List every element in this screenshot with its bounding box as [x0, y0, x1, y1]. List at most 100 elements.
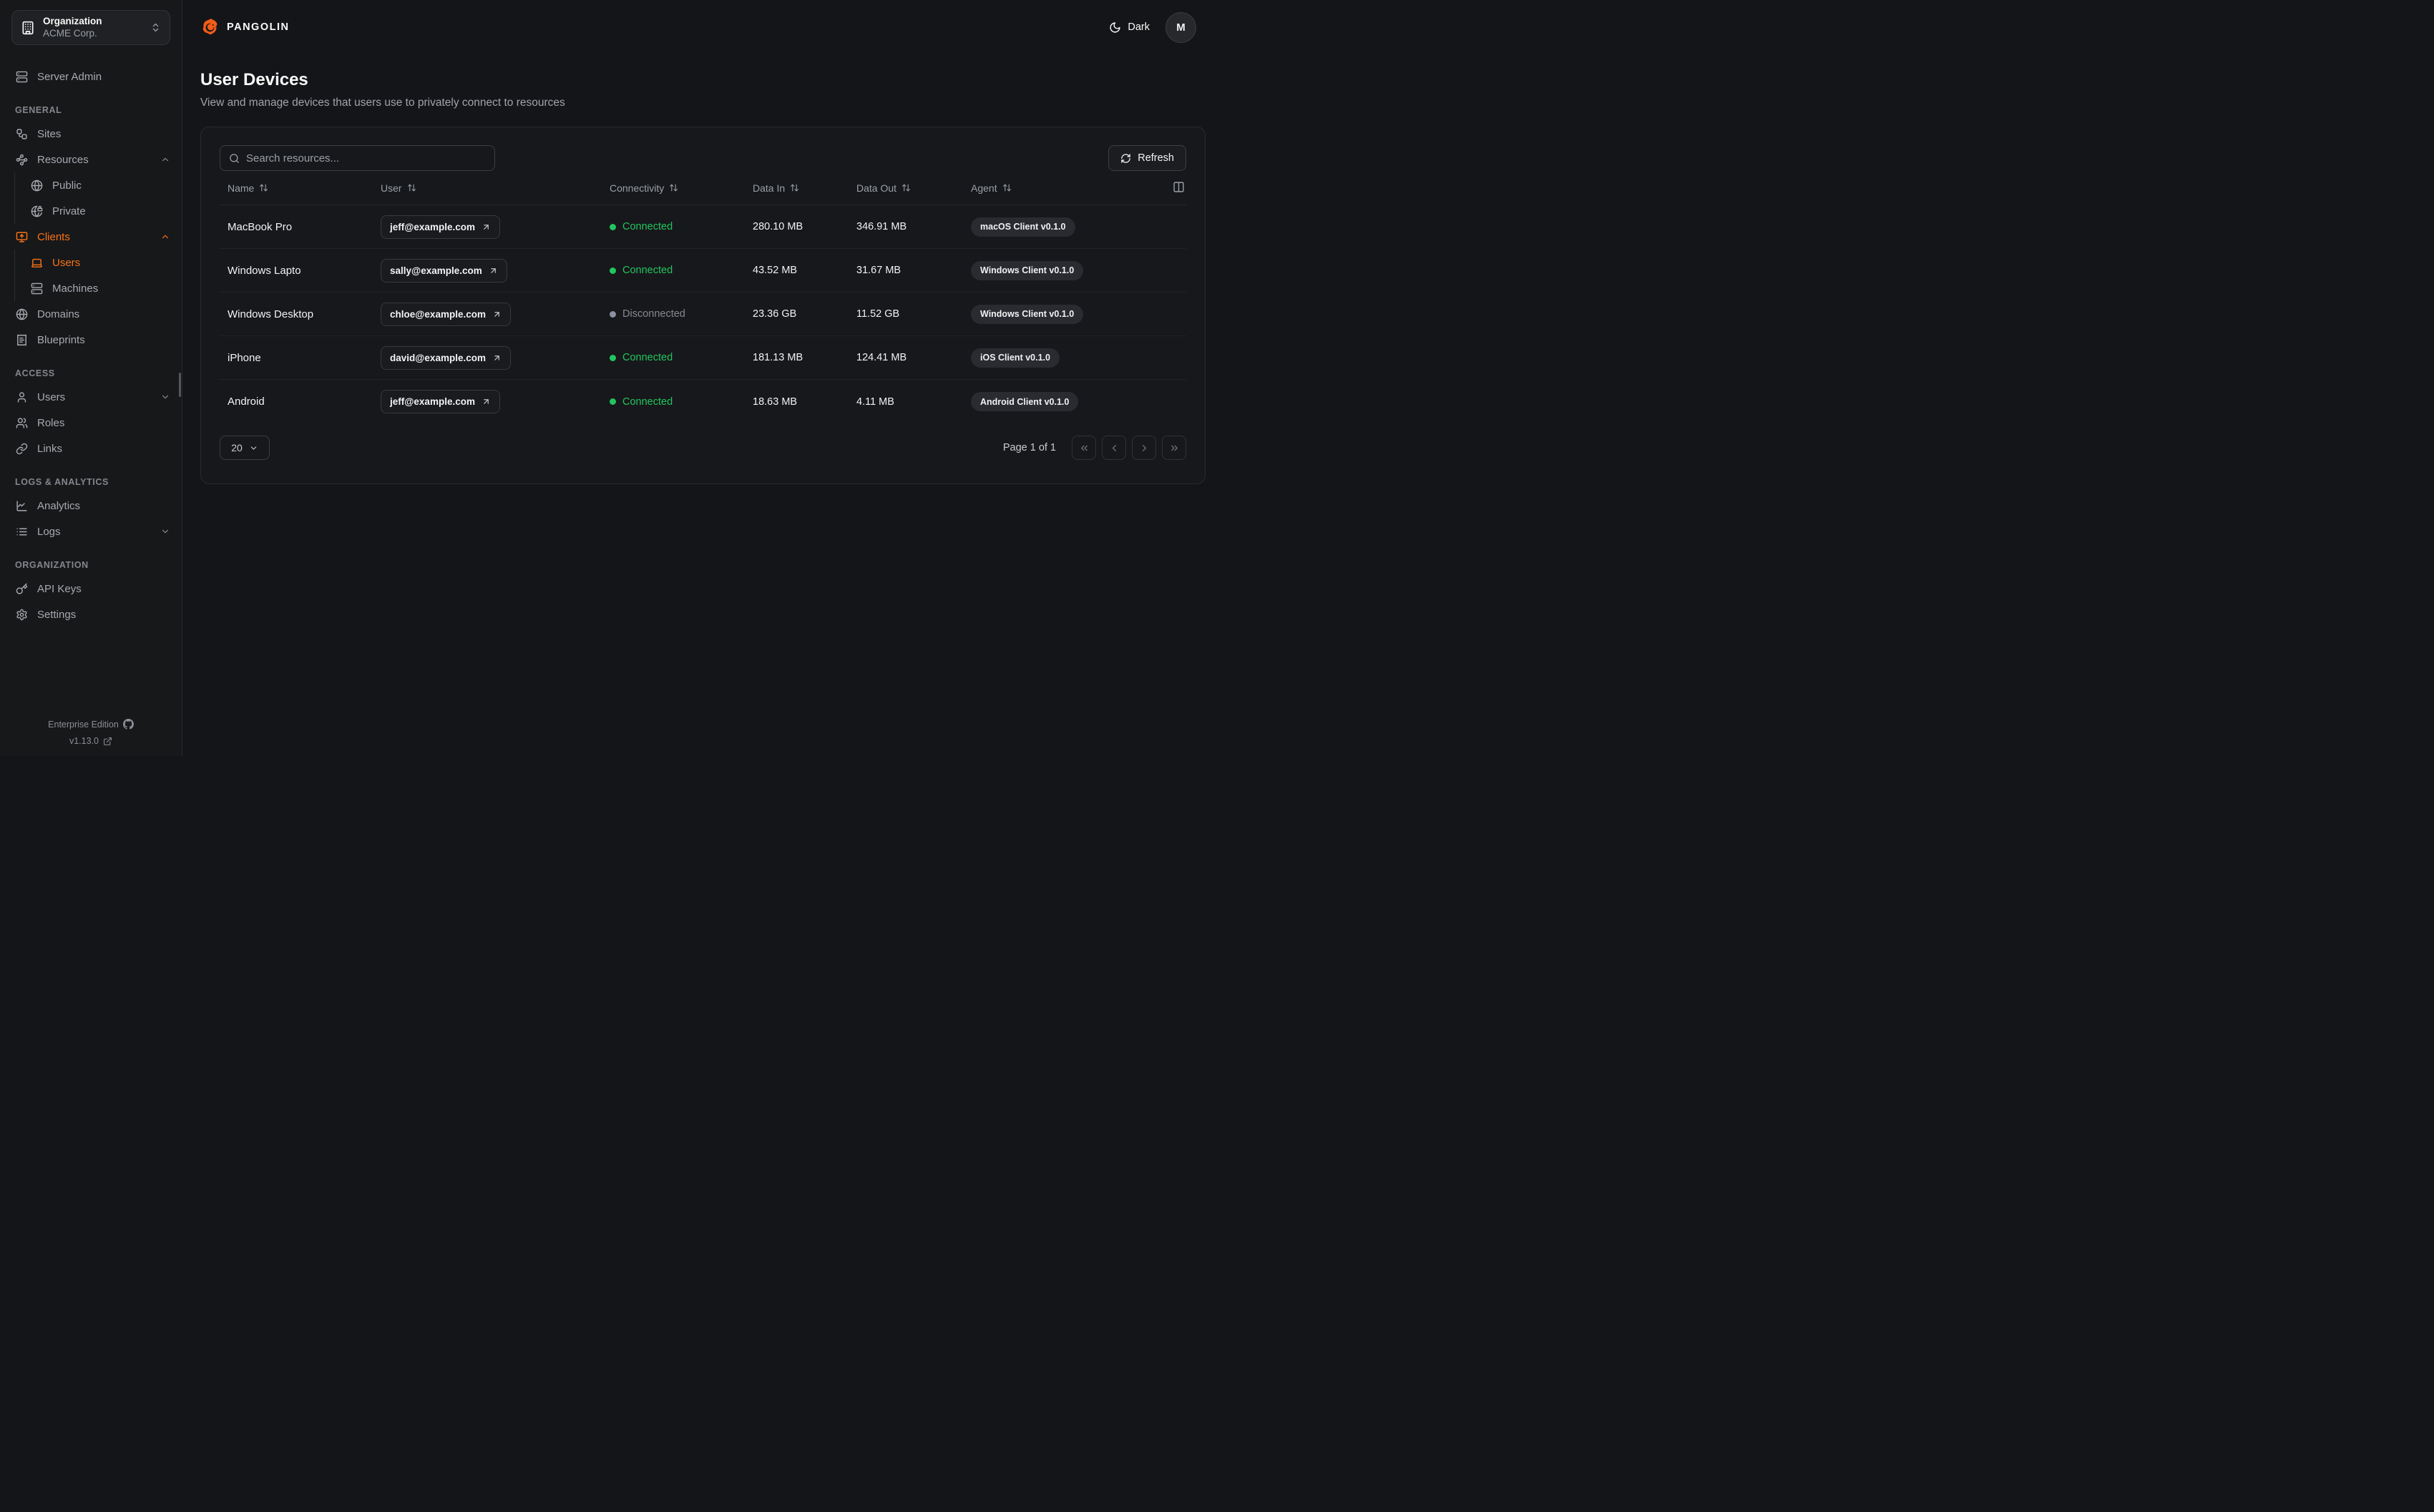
table-row: iPhone david@example.com Connected 181.1…: [220, 336, 1186, 380]
user-email: jeff@example.com: [390, 221, 475, 232]
chevron-down-icon: [160, 392, 170, 402]
data-out-value: 4.11 MB: [856, 396, 894, 408]
column-header-user[interactable]: User: [381, 182, 610, 194]
column-header-name[interactable]: Name: [220, 182, 381, 194]
sidebar-item-public[interactable]: Public: [15, 172, 182, 198]
refresh-button[interactable]: Refresh: [1108, 145, 1186, 171]
sidebar-item-client-users[interactable]: Users: [15, 250, 182, 275]
theme-label: Dark: [1128, 21, 1150, 33]
table-row: Android jeff@example.com Connected 18.63…: [220, 380, 1186, 423]
refresh-label: Refresh: [1138, 152, 1174, 164]
user-link-button[interactable]: sally@example.com: [381, 258, 507, 283]
column-visibility-button[interactable]: [1173, 181, 1185, 193]
external-link-icon[interactable]: [103, 737, 112, 746]
data-in-value: 18.63 MB: [753, 396, 798, 408]
user-link-button[interactable]: david@example.com: [381, 345, 511, 370]
page-title: User Devices: [200, 70, 308, 89]
gear-icon: [15, 609, 28, 621]
sidebar-item-clients[interactable]: Clients: [0, 224, 182, 250]
column-header-data-out[interactable]: Data Out: [856, 182, 971, 194]
prev-page-button[interactable]: [1102, 436, 1126, 460]
user-email: sally@example.com: [390, 265, 482, 276]
sidebar-item-label: Blueprints: [37, 333, 85, 346]
connectivity-status: Connected: [610, 265, 753, 276]
sidebar-item-resources[interactable]: Resources: [0, 147, 182, 172]
status-dot-icon: [610, 310, 616, 318]
last-page-button[interactable]: [1162, 436, 1186, 460]
connectivity-status: Connected: [610, 396, 753, 408]
sidebar-item-server-admin[interactable]: Server Admin: [0, 64, 182, 89]
theme-toggle[interactable]: Dark: [1109, 21, 1150, 34]
sort-icon: [259, 183, 268, 192]
sidebar-item-domains[interactable]: Domains: [0, 301, 182, 327]
sidebar-scrollbar[interactable]: [179, 373, 181, 397]
agent-badge: iOS Client v0.1.0: [971, 348, 1060, 368]
resources-subnav: Public Private: [14, 172, 182, 224]
column-header-agent[interactable]: Agent: [971, 182, 1186, 194]
search-icon: [229, 153, 240, 164]
receipt-icon: [15, 334, 28, 346]
user-link-button[interactable]: jeff@example.com: [381, 215, 500, 239]
section-label-logs: LOGS & ANALYTICS: [15, 477, 109, 487]
chevron-down-icon: [249, 443, 258, 453]
sidebar-item-private[interactable]: Private: [15, 198, 182, 224]
list-icon: [15, 526, 28, 538]
server-icon: [30, 283, 43, 295]
top-bar: PANGOLIN Dark M: [182, 0, 1217, 54]
chevron-up-icon: [160, 232, 170, 242]
avatar[interactable]: M: [1165, 11, 1196, 43]
connectivity-label: Disconnected: [622, 308, 685, 320]
org-selector[interactable]: Organization ACME Corp.: [11, 10, 170, 45]
org-selector-title: Organization: [43, 15, 102, 26]
brand[interactable]: PANGOLIN: [200, 18, 289, 37]
link-icon: [15, 443, 28, 455]
card-footer: 20 Page 1 of 1: [220, 436, 1186, 460]
server-icon: [15, 71, 28, 83]
sidebar-item-roles[interactable]: Roles: [0, 410, 182, 436]
section-label-access: ACCESS: [15, 368, 55, 378]
sidebar-item-blueprints[interactable]: Blueprints: [0, 327, 182, 353]
sidebar-item-label: Links: [37, 442, 63, 455]
sidebar-item-label: API Keys: [37, 582, 82, 595]
sidebar-item-api-keys[interactable]: API Keys: [0, 576, 182, 602]
chevron-up-icon: [160, 154, 170, 165]
device-name: Windows Desktop: [228, 308, 314, 320]
sidebar-item-label: Settings: [37, 608, 77, 621]
connectivity-status: Disconnected: [610, 308, 753, 320]
sidebar-item-analytics[interactable]: Analytics: [0, 493, 182, 519]
sidebar-item-label: Public: [52, 179, 82, 192]
sidebar-item-settings[interactable]: Settings: [0, 602, 182, 627]
data-out-value: 11.52 GB: [856, 308, 900, 320]
table-row: Windows Desktop chloe@example.com Discon…: [220, 293, 1186, 336]
sort-icon: [407, 183, 416, 192]
building-icon: [21, 21, 35, 35]
first-page-button[interactable]: [1072, 436, 1096, 460]
user-email: david@example.com: [390, 352, 486, 363]
data-in-value: 43.52 MB: [753, 265, 798, 276]
sidebar-item-users[interactable]: Users: [0, 384, 182, 410]
column-header-data-in[interactable]: Data In: [753, 182, 856, 194]
sidebar-item-label: Machines: [52, 282, 99, 295]
user-link-button[interactable]: jeff@example.com: [381, 390, 500, 413]
page-size-select[interactable]: 20: [220, 436, 270, 460]
connectivity-status: Connected: [610, 352, 753, 363]
sidebar-footer: Enterprise Edition v1.13.0: [0, 719, 182, 756]
column-header-connectivity[interactable]: Connectivity: [610, 182, 753, 194]
main-area: PANGOLIN Dark M User Devices View and ma…: [182, 0, 1217, 756]
connectivity-label: Connected: [622, 265, 673, 276]
sidebar-item-label: Private: [52, 205, 86, 217]
user-link-button[interactable]: chloe@example.com: [381, 302, 511, 326]
table-header-row: Name User Connectivity Data In Data Out …: [220, 171, 1186, 205]
arrow-up-right-icon: [482, 397, 491, 406]
next-page-button[interactable]: [1132, 436, 1156, 460]
sidebar-item-machines[interactable]: Machines: [15, 275, 182, 301]
data-out-value: 346.91 MB: [856, 221, 907, 232]
agent-badge: Android Client v0.1.0: [971, 392, 1079, 411]
sidebar-item-sites[interactable]: Sites: [0, 121, 182, 147]
search-input[interactable]: [246, 152, 486, 165]
sidebar-item-label: Clients: [37, 230, 70, 243]
github-icon[interactable]: [122, 719, 134, 730]
table-row: Windows Lapto sally@example.com Connecte…: [220, 249, 1186, 293]
sidebar-item-links[interactable]: Links: [0, 436, 182, 461]
sidebar-item-logs[interactable]: Logs: [0, 519, 182, 544]
